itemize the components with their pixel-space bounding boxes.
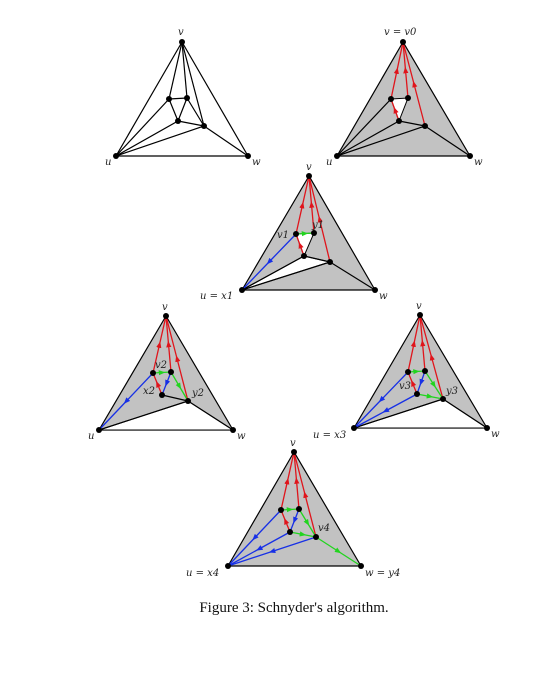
panel-3-label-u: u = x1 — [200, 291, 233, 302]
panel-4-label-u: u — [88, 431, 94, 442]
panel-5-label-u: u = x3 — [313, 430, 346, 441]
panel-6: v v4 u = x4 w = y4 — [186, 438, 400, 579]
panel-5: v v3 y3 u = x3 w — [313, 301, 500, 441]
panel-1: v u w — [105, 27, 261, 168]
panel-5-label-w: w — [491, 429, 500, 440]
panel-3-label-v1: v1 — [277, 230, 289, 241]
panel-6-label-v4: v4 — [318, 523, 330, 534]
panel-4-label-x2: x2 — [143, 386, 155, 397]
panel-5-label-y3: y3 — [445, 386, 458, 397]
panel-5-label-v: v — [416, 301, 422, 312]
panel-4-label-w: w — [237, 431, 246, 442]
panel-1-label-w: w — [252, 157, 261, 168]
panel-1-label-u: u — [105, 157, 111, 168]
panel-2-label-w: w — [474, 157, 483, 168]
panel-4-label-y2: y2 — [191, 388, 204, 399]
figure-caption: Figure 3: Schnyder's algorithm. — [199, 600, 388, 616]
panel-3-label-w: w — [379, 291, 388, 302]
panel-2: v = v0 u w — [326, 27, 483, 168]
panel-6-label-w: w = y4 — [365, 568, 400, 579]
panel-1-label-v: v — [178, 27, 184, 38]
panel-2-label-u: u — [326, 157, 332, 168]
panel-4: v v2 x2 y2 u w — [88, 302, 246, 442]
panel-3-label-y1: y1 — [311, 220, 324, 231]
panel-6-label-u: u = x4 — [186, 568, 219, 579]
panel-6-label-v: v — [290, 438, 296, 449]
panel-3-label-v: v — [306, 162, 312, 173]
panel-3: v v1 y1 u = x1 w — [200, 162, 388, 302]
panel-2-label-v: v = v0 — [384, 27, 417, 38]
panel-4-label-v: v — [162, 302, 168, 313]
panel-4-label-v2: v2 — [155, 360, 167, 371]
panel-5-label-v3: v3 — [399, 381, 411, 392]
